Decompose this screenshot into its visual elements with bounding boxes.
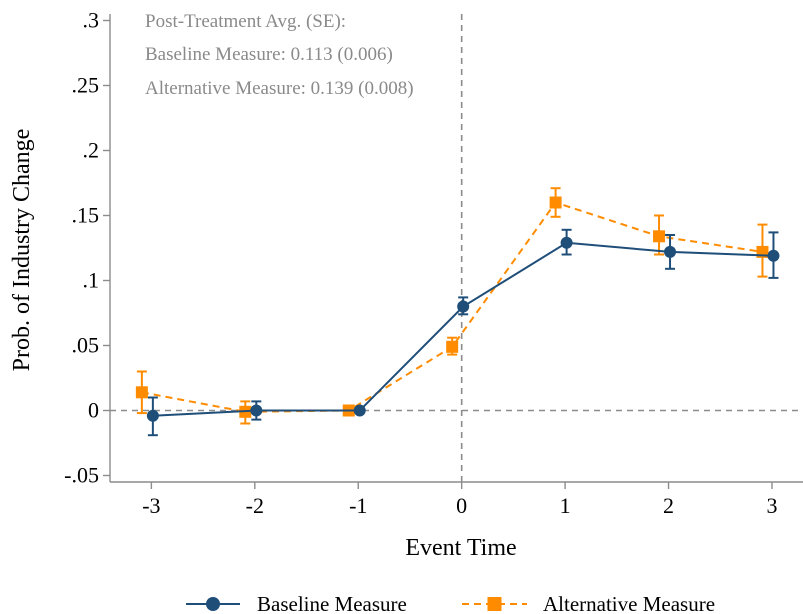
legend-marker bbox=[206, 597, 220, 611]
legend-item-alternative: Alternative Measure bbox=[462, 592, 715, 614]
x-axis-title: Event Time bbox=[405, 535, 516, 561]
series-baseline bbox=[146, 228, 780, 437]
data-point bbox=[457, 300, 470, 313]
legend: Baseline Measure Alternative Measure bbox=[186, 592, 715, 614]
data-point bbox=[767, 249, 780, 262]
y-tick-label: -.05 bbox=[64, 463, 99, 488]
annotations: Post-Treatment Avg. (SE): Baseline Measu… bbox=[145, 11, 414, 99]
data-point bbox=[664, 245, 677, 258]
data-point bbox=[135, 386, 148, 399]
data-point bbox=[250, 404, 263, 417]
y-tick-label: .1 bbox=[83, 268, 100, 293]
legend-item-baseline: Baseline Measure bbox=[186, 592, 407, 614]
series-layer bbox=[135, 187, 780, 437]
x-tick-label: -1 bbox=[349, 493, 367, 518]
annotation-alternative: Alternative Measure: 0.139 (0.008) bbox=[145, 78, 414, 99]
annotation-title: Post-Treatment Avg. (SE): bbox=[145, 11, 346, 32]
data-point bbox=[653, 230, 666, 243]
x-tick-label: -2 bbox=[246, 493, 264, 518]
x-tick-label: 3 bbox=[766, 493, 777, 518]
x-tick-label: 1 bbox=[560, 493, 571, 518]
y-tick-label: .3 bbox=[83, 8, 100, 33]
x-tick-label: 0 bbox=[456, 493, 467, 518]
legend-label: Baseline Measure bbox=[257, 592, 407, 614]
y-tick-label: .25 bbox=[72, 73, 100, 98]
legend-marker bbox=[487, 597, 502, 611]
series-line bbox=[152, 241, 774, 417]
data-point bbox=[146, 409, 159, 422]
y-tick-label: 0 bbox=[88, 398, 99, 423]
annotation-baseline: Baseline Measure: 0.113 (0.006) bbox=[145, 44, 393, 65]
legend-label: Alternative Measure bbox=[543, 592, 715, 614]
y-tick-label: .05 bbox=[72, 333, 100, 358]
y-tick-label: .15 bbox=[72, 203, 100, 228]
series-alternative bbox=[135, 187, 769, 425]
data-point bbox=[560, 236, 573, 249]
x-tick-label: 2 bbox=[663, 493, 674, 518]
axes: -.05 0 .05 .1 .15 .2 .25 .3 -3 -2 -1 0 1 2 3 bbox=[64, 8, 803, 518]
data-point bbox=[549, 196, 562, 209]
reference-lines bbox=[110, 14, 803, 482]
y-tick-label: .2 bbox=[83, 138, 100, 163]
data-point bbox=[446, 340, 459, 353]
data-point bbox=[353, 404, 366, 417]
y-axis-title: Prob. of Industry Change bbox=[9, 129, 35, 372]
series-line bbox=[141, 201, 763, 413]
x-tick-label: -3 bbox=[142, 493, 160, 518]
